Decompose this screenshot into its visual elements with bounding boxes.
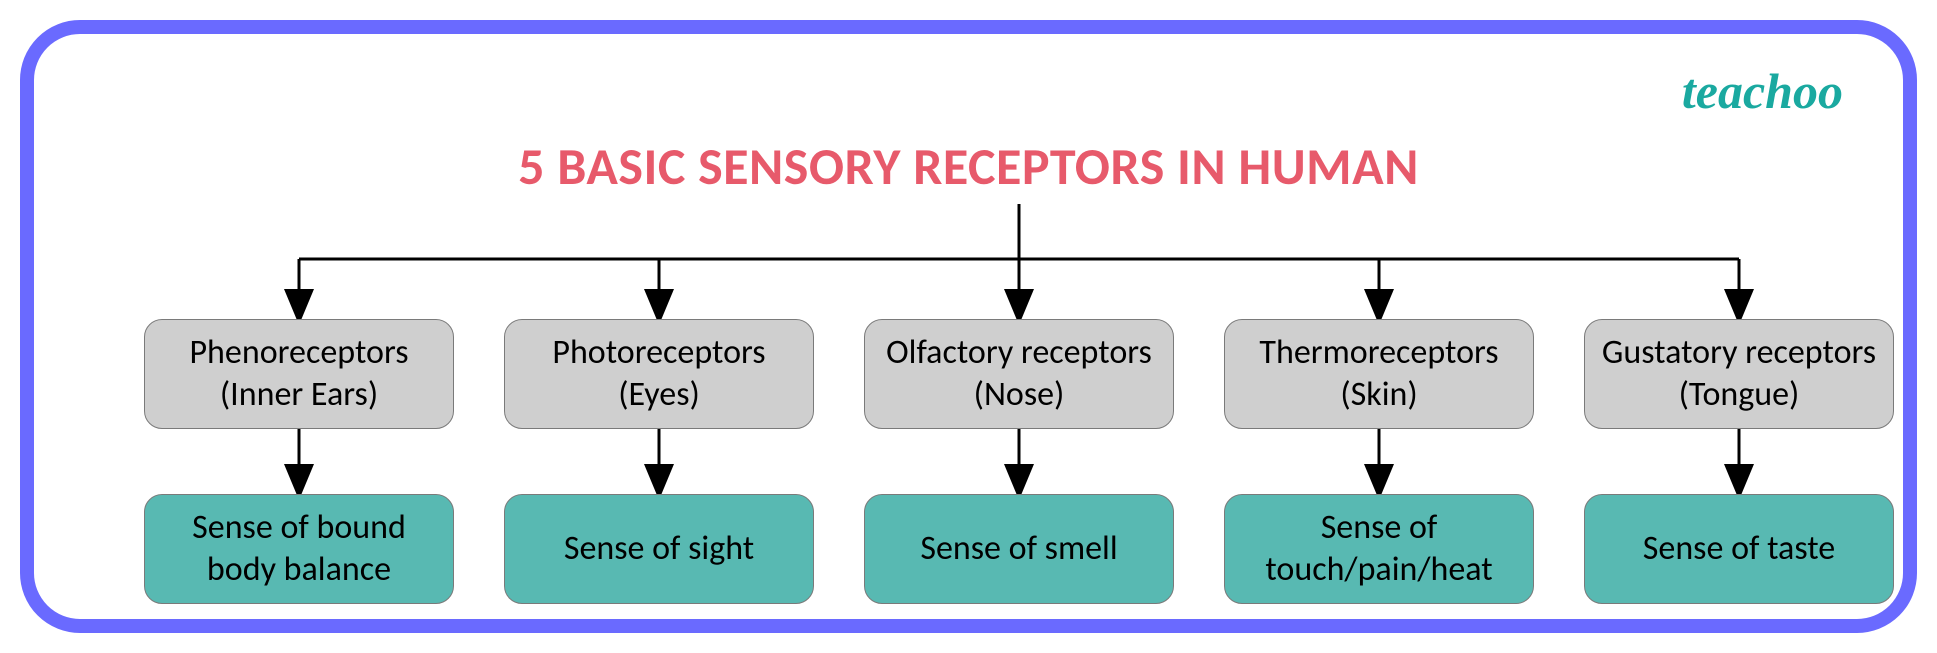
receptor-label-line2: (Inner Ears) <box>220 374 378 417</box>
diagram-title: 5 BASIC SENSORY RECEPTORS IN HUMAN <box>34 134 1903 198</box>
sense-label-line1: Sense of smell <box>920 528 1117 571</box>
sense-label-line1: Sense of bound <box>192 507 406 550</box>
receptor-node: Olfactory receptors (Nose) <box>864 319 1174 429</box>
receptor-label-line1: Photoreceptors <box>552 332 765 375</box>
brand-logo: teachoo <box>1682 62 1843 120</box>
receptor-label-line2: (Tongue) <box>1679 374 1800 417</box>
receptor-node: Photoreceptors (Eyes) <box>504 319 814 429</box>
receptor-node: Thermoreceptors (Skin) <box>1224 319 1534 429</box>
receptor-label-line1: Olfactory receptors <box>886 332 1152 375</box>
receptor-label-line2: (Nose) <box>974 374 1065 417</box>
receptor-label-line2: (Skin) <box>1340 374 1417 417</box>
receptor-label-line1: Gustatory receptors <box>1602 332 1876 375</box>
sense-label-line1: Sense of <box>1321 507 1438 550</box>
receptor-node: Gustatory receptors (Tongue) <box>1584 319 1894 429</box>
sense-node: Sense of taste <box>1584 494 1894 604</box>
sense-label-line2: touch/pain/heat <box>1265 549 1492 592</box>
receptor-label-line1: Phenoreceptors <box>189 332 408 375</box>
receptor-label-line2: (Eyes) <box>618 374 700 417</box>
receptor-node: Phenoreceptors (Inner Ears) <box>144 319 454 429</box>
sense-label-line2: body balance <box>207 549 391 592</box>
diagram-area: Phenoreceptors (Inner Ears) Sense of bou… <box>34 204 1903 624</box>
receptor-label-line1: Thermoreceptors <box>1259 332 1498 375</box>
sense-label-line1: Sense of sight <box>564 528 754 571</box>
diagram-frame: teachoo 5 BASIC SENSORY RECEPTORS IN HUM… <box>20 20 1917 633</box>
sense-node: Sense of bound body balance <box>144 494 454 604</box>
sense-label-line1: Sense of taste <box>1643 528 1835 571</box>
sense-node: Sense of smell <box>864 494 1174 604</box>
sense-node: Sense of touch/pain/heat <box>1224 494 1534 604</box>
sense-node: Sense of sight <box>504 494 814 604</box>
